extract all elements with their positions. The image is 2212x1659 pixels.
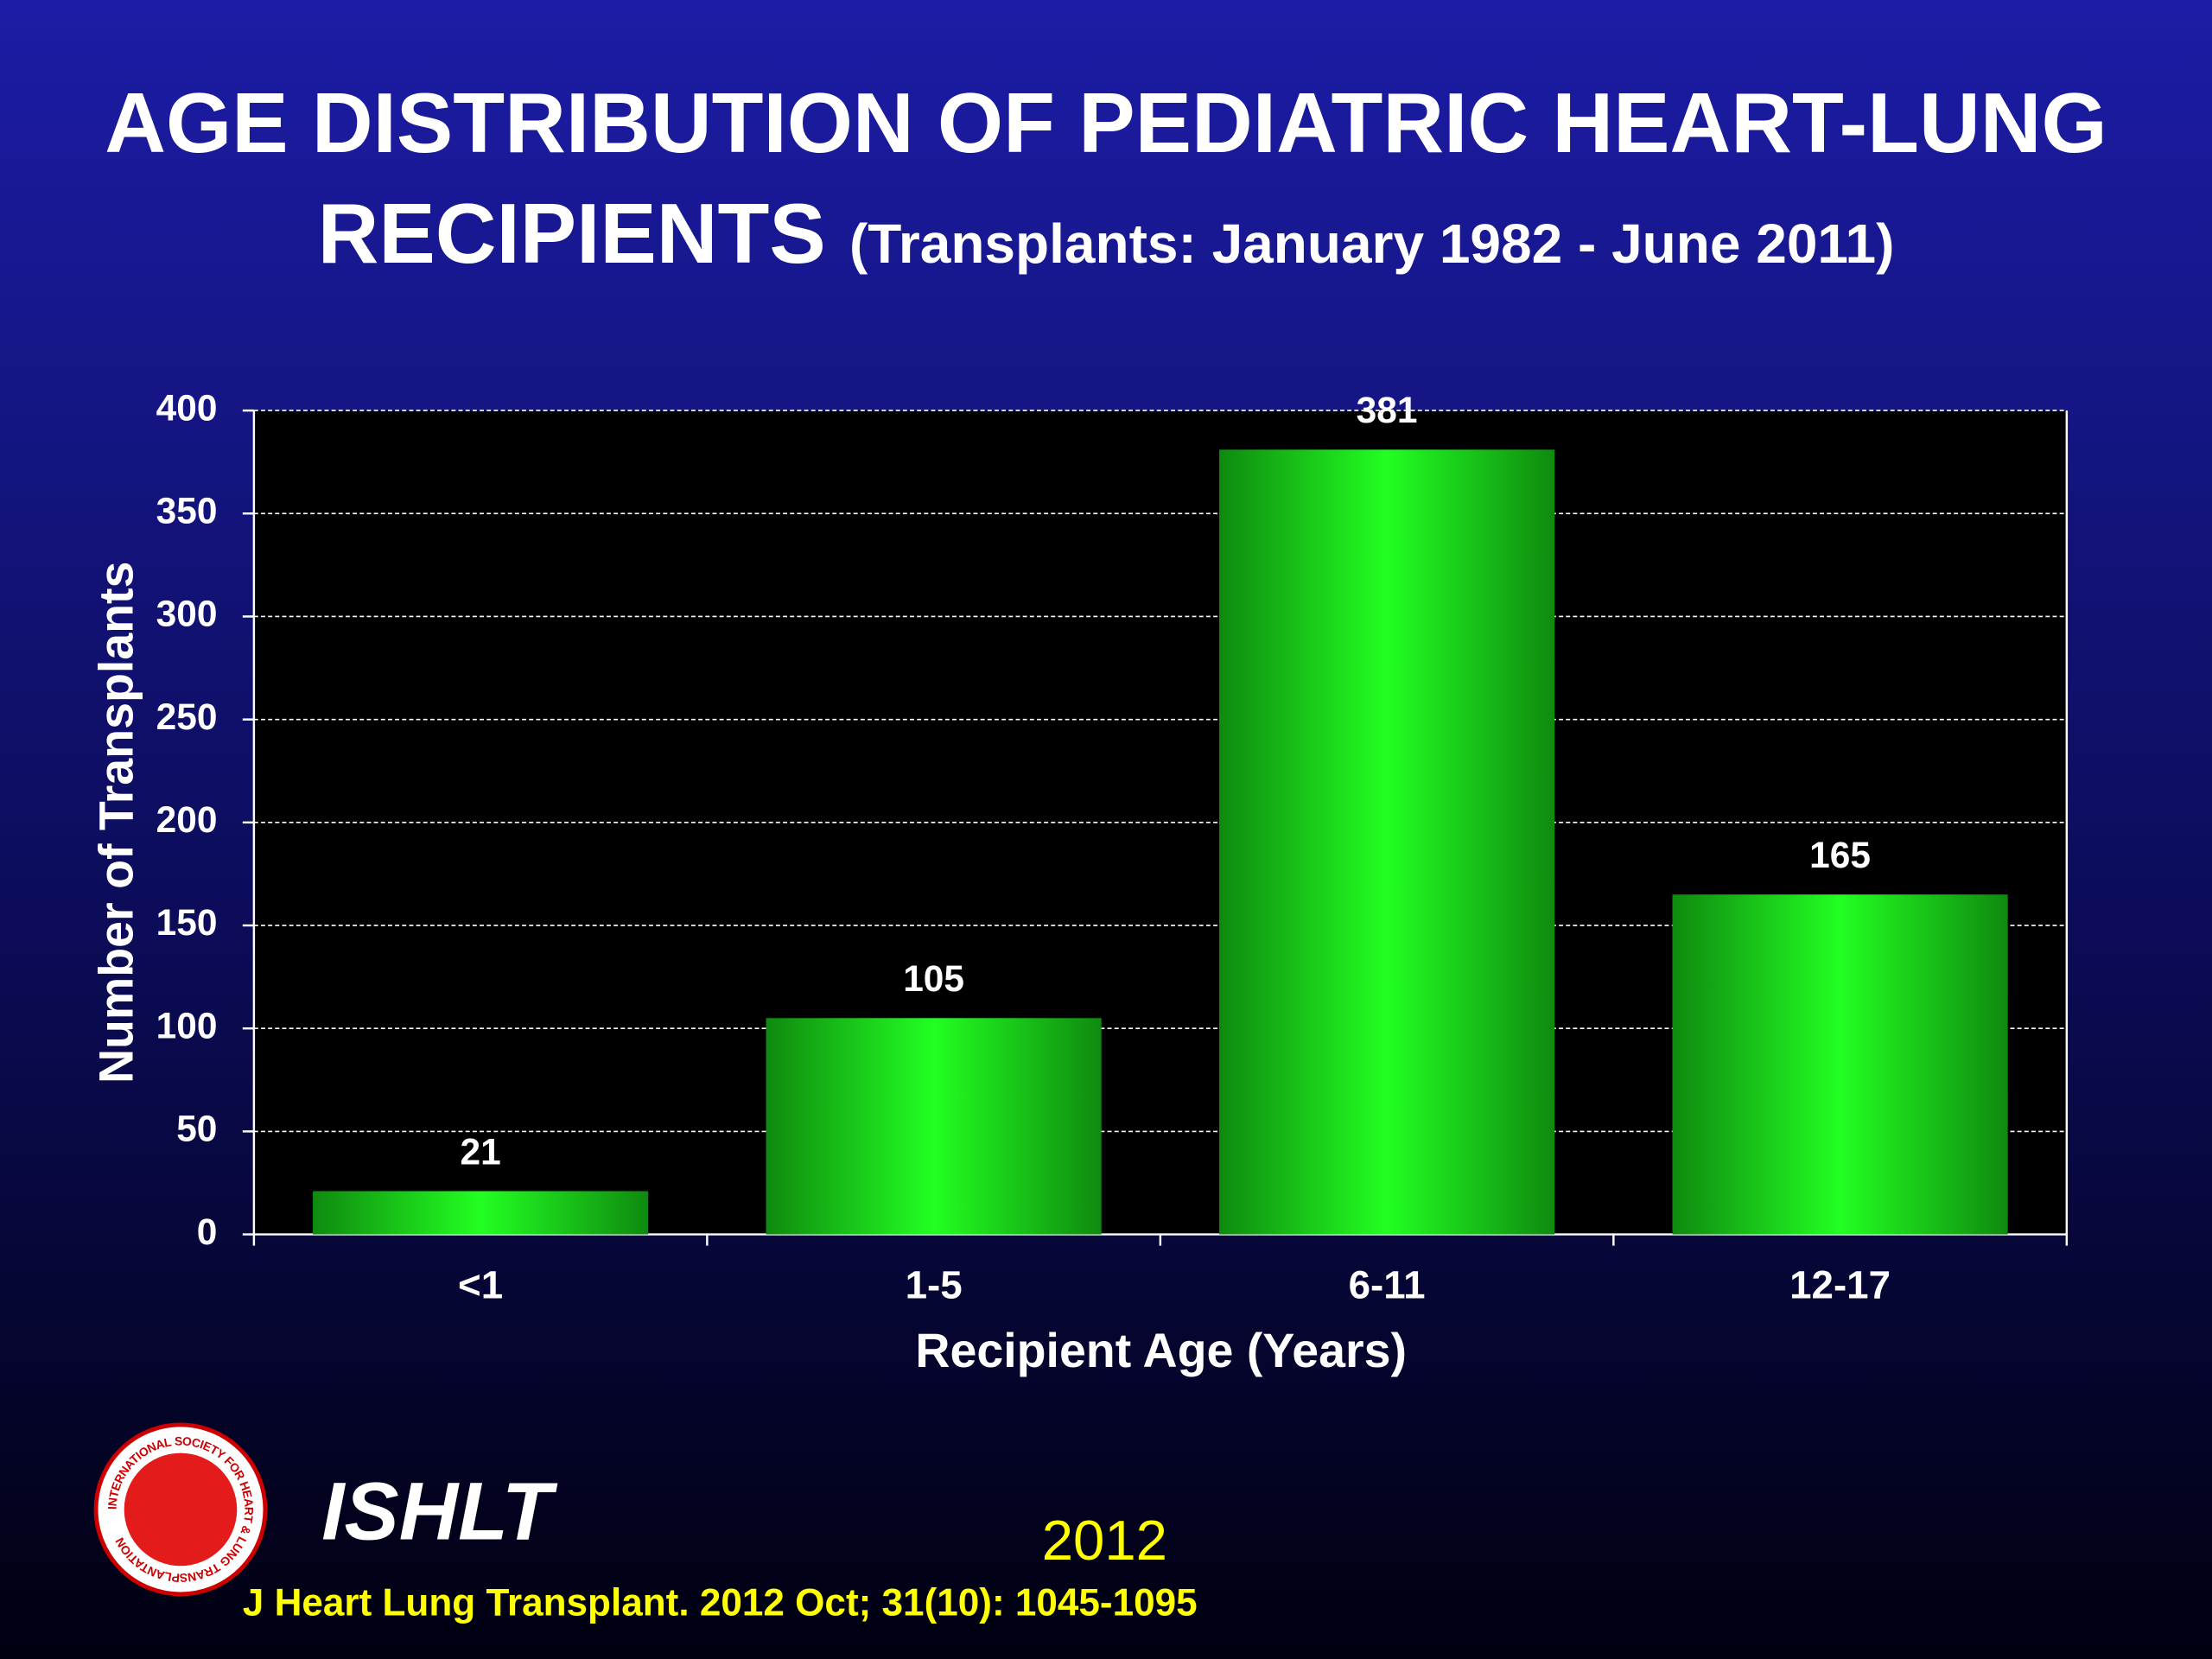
y-tick-label: 400 — [156, 387, 218, 428]
x-tick-label: 12-17 — [1789, 1263, 1891, 1307]
bar — [1672, 894, 2008, 1235]
y-tick-label: 300 — [156, 594, 218, 634]
logo-center — [124, 1452, 238, 1567]
organization: ISHLT — [321, 1466, 558, 1558]
y-tick-label: 100 — [156, 1005, 218, 1046]
bar — [766, 1018, 1102, 1235]
y-tick-label: 0 — [197, 1211, 218, 1252]
x-axis-label: Recipient Age (Years) — [915, 1324, 1407, 1377]
x-tick-label: <1 — [458, 1263, 503, 1307]
x-tick-label: 1-5 — [906, 1263, 963, 1307]
title-block: AGE DISTRIBUTION OF PEDIATRIC HEART-LUNG… — [35, 67, 2177, 299]
y-axis-label: Number of Transplants — [89, 562, 143, 1084]
data-label: 105 — [903, 958, 964, 999]
y-tick-label: 200 — [156, 799, 218, 840]
y-tick-label: 50 — [176, 1109, 217, 1149]
citation: J Heart Lung Transplant. 2012 Oct; 31(10… — [243, 1582, 1198, 1624]
x-tick-label: 6-11 — [1349, 1263, 1426, 1307]
data-label: 21 — [461, 1131, 501, 1172]
year: 2012 — [1042, 1509, 1167, 1572]
y-tick-label: 150 — [156, 902, 218, 943]
y-tick-label: 250 — [156, 696, 218, 737]
y-tick-label: 350 — [156, 491, 218, 531]
bar — [1219, 449, 1555, 1235]
bar — [313, 1191, 649, 1235]
data-label: 165 — [1809, 835, 1871, 875]
chart-title: AGE DISTRIBUTION OF PEDIATRIC HEART-LUNG… — [105, 75, 2107, 281]
chart-subtitle: (Transplants: January 1982 - June 2011) — [849, 213, 1895, 275]
data-label: 381 — [1357, 390, 1418, 430]
